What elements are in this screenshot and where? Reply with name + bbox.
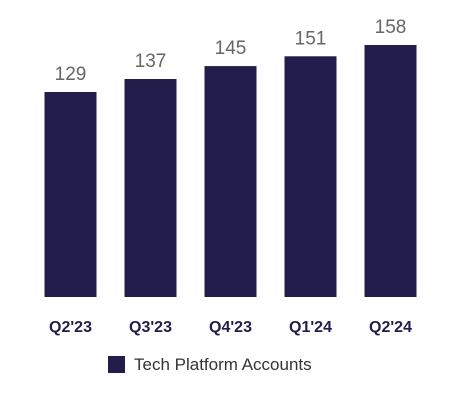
legend-label: Tech Platform Accounts — [134, 355, 312, 374]
data-label: 158 — [375, 17, 407, 38]
bar-Q2'23 — [44, 92, 97, 297]
bar-Q2'24 — [364, 45, 417, 297]
x-tick-label: Q4'23 — [209, 319, 252, 336]
x-axis-ticks: Q2'23 Q3'23 Q4'23 Q1'24 Q2'24 — [49, 319, 412, 336]
x-tick-label: Q1'24 — [289, 319, 332, 336]
data-labels-group: 129 137 145 151 158 — [55, 17, 407, 85]
bar-Q1'24 — [284, 56, 337, 297]
data-label: 137 — [135, 51, 167, 72]
bar-Q3'23 — [124, 79, 177, 297]
data-label: 145 — [215, 38, 247, 59]
legend: Tech Platform Accounts — [108, 355, 312, 374]
legend-swatch — [108, 356, 125, 373]
bars-group — [44, 45, 417, 297]
data-label: 129 — [55, 64, 87, 85]
x-tick-label: Q3'23 — [129, 319, 172, 336]
x-tick-label: Q2'24 — [369, 319, 412, 336]
data-label: 151 — [295, 28, 327, 49]
x-tick-label: Q2'23 — [49, 319, 92, 336]
bar-Q4'23 — [204, 66, 257, 297]
